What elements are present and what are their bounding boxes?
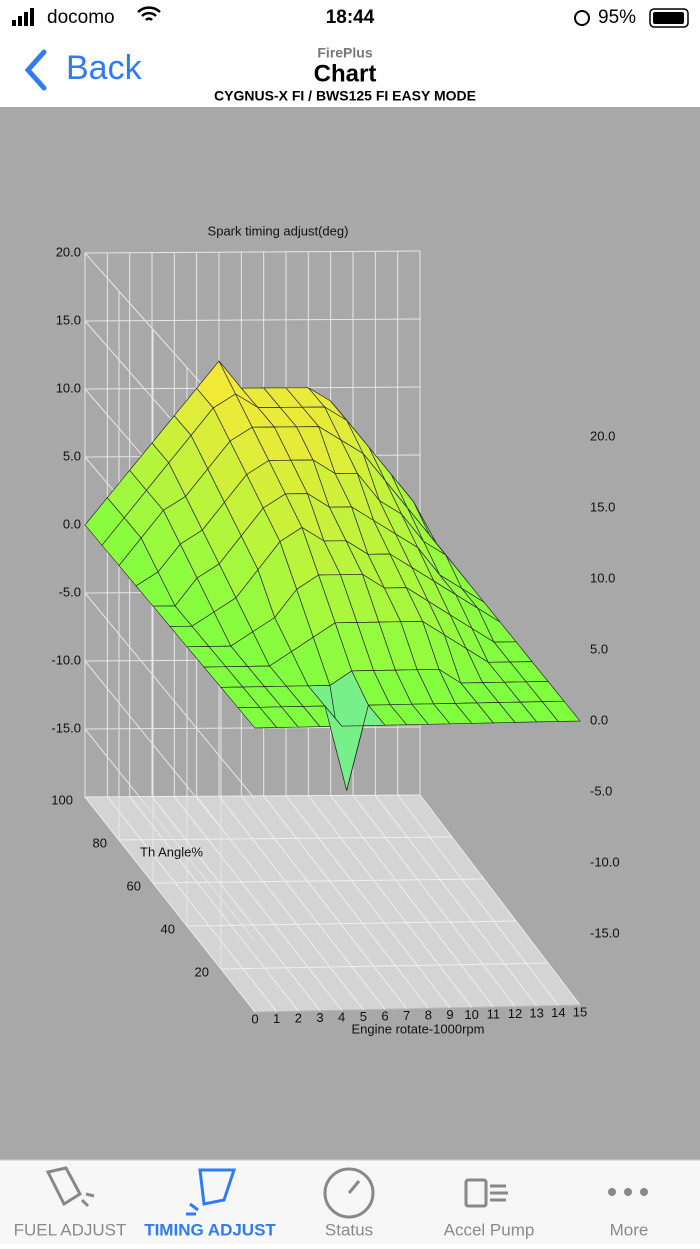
floor-grid-line [374,794,538,1007]
wall-grid-line [84,660,256,871]
z-tick-label: -15.0 [590,925,620,940]
floor-grid-line [352,795,516,1007]
x-tick-label: 0 [251,1011,258,1026]
floor-grid-line [330,795,494,1008]
app-name: FirePlus [317,45,372,61]
nav-title: Chart [314,60,377,87]
y-tick-label: 40 [161,921,175,936]
floor-grid-line [151,796,321,1011]
x-tick-label: 9 [446,1007,453,1022]
y-tick-label: 80 [93,835,107,850]
floor-grid-line [397,794,559,1006]
floor-grid-line [220,962,549,970]
floor-grid-line [218,795,386,1010]
floor-grid-line [84,796,256,1013]
y-tick-label: 60 [127,878,141,893]
wall-grid-line [84,726,421,730]
clock: 18:44 [326,7,375,28]
wall-grid-line [84,592,256,800]
z-tick-label: 0.0 [590,712,608,727]
z-tick-label: 10.0 [590,570,615,585]
z-tick-label: 5.0 [590,641,608,656]
status-icon[interactable] [323,1167,375,1219]
wall-grid-line [84,250,421,254]
battery-fill [653,12,684,24]
x-tick-label: 10 [464,1007,478,1022]
wall-grid-line [84,318,421,322]
z-tick-label: -10.0 [590,854,620,869]
x-tick-label: 12 [508,1006,522,1021]
z-tick-label: 20.0 [590,428,615,443]
y-tick-label: 20 [195,964,209,979]
x-tick-label: 7 [403,1008,410,1023]
floor-grid-line [285,795,451,1009]
tab-label[interactable]: TIMING ADJUST [144,1220,276,1239]
z-tick-label: -5.0 [59,584,81,599]
surface-patch [541,700,581,722]
x-tick-label: 11 [487,1006,501,1021]
x-axis-label: Engine rotate-1000rpm [352,1021,485,1036]
floor-grid-line [307,795,473,1008]
floor-grid-line [419,794,581,1006]
y-axis-label: Th Angle% [140,844,203,859]
tab-label[interactable]: Accel Pump [444,1220,535,1239]
x-tick-label: 5 [360,1009,367,1024]
y-tick-label: 100 [51,792,73,807]
wall-grid-line [84,728,256,942]
tab-bar [0,1160,700,1244]
chart-title: Spark timing adjust(deg) [208,223,349,238]
header-bg [0,0,700,107]
z-tick-label: 15.0 [56,312,81,327]
carrier: docomo [47,7,115,28]
z-tick-label: 10.0 [56,380,81,395]
x-tick-label: 3 [316,1010,323,1025]
back-chevron[interactable] [24,49,47,91]
floor-grid-line [129,796,299,1012]
z-tick-label: -15.0 [51,720,81,735]
x-tick-label: 2 [295,1011,302,1026]
z-tick-label: -5.0 [590,783,612,798]
floor-grid-line [263,795,429,1009]
x-tick-label: 6 [381,1009,388,1024]
floor-grid-line [118,836,453,841]
z-tick-label: 20.0 [56,244,81,259]
surface-chart: 0 1 2 3 4 5 6 7 8 9 10 11 12 13 14 1520406080100-15.0-1… [51,223,619,1036]
timing-icon[interactable] [186,1168,237,1216]
tab-label[interactable]: FUEL ADJUST [14,1220,127,1239]
more-icon[interactable] [608,1188,648,1196]
tab-label[interactable]: Status [325,1220,373,1239]
fuel-icon[interactable] [45,1166,95,1208]
z-tick-label: 15.0 [590,499,615,514]
z-tick-label: -10.0 [51,652,81,667]
x-tick-label: 8 [425,1008,432,1023]
battery-icon [649,8,689,28]
floor-grid-line [173,796,343,1011]
lock-icon [574,10,590,26]
back-button[interactable]: Back [66,49,143,87]
nav-subtitle: CYGNUS-X FI / BWS125 FI EASY MODE [214,88,476,104]
x-tick-label: 1 [273,1011,280,1026]
x-tick-label: 14 [551,1005,565,1020]
floor-grid-line [106,796,278,1012]
z-tick-label: 5.0 [63,448,81,463]
x-tick-label: 13 [529,1005,543,1020]
tab-label[interactable]: More [610,1220,649,1239]
battery-level: 95% [598,7,636,28]
x-tick-label: 4 [338,1010,345,1025]
x-tick-label: 15 [573,1004,587,1019]
accel-icon[interactable] [464,1178,508,1208]
signal-icon [12,8,34,26]
wifi-icon [137,6,161,21]
z-tick-label: 0.0 [63,516,81,531]
floor-grid-line [240,795,408,1010]
